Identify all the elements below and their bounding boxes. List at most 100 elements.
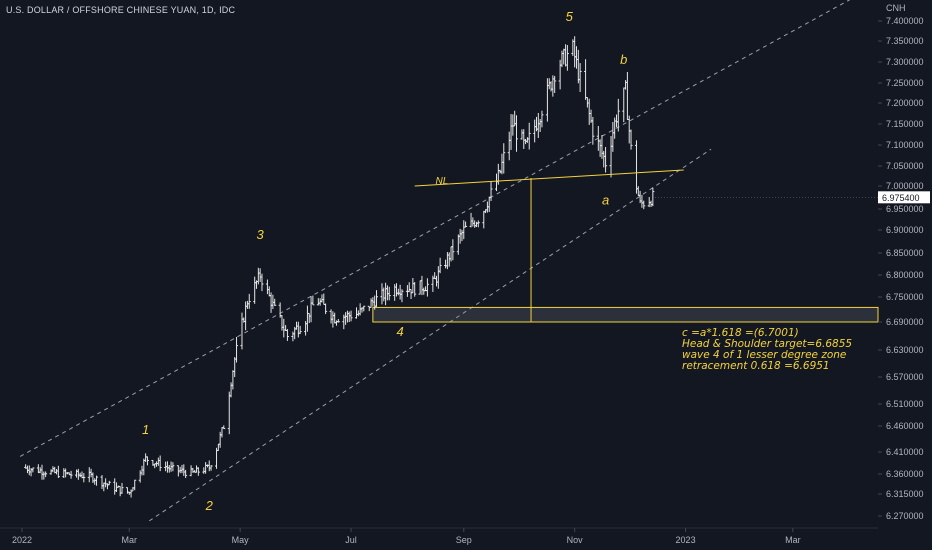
ohlc-bar-81 bbox=[229, 382, 233, 398]
ohlc-bar-148 bbox=[398, 284, 402, 300]
ohlc-bar-196 bbox=[522, 129, 526, 149]
target-notes: c =a*1.618 =(6.7001)Head & Shoulder targ… bbox=[682, 327, 852, 372]
ohlc-bar-71 bbox=[204, 462, 208, 474]
ohlc-bar-19 bbox=[69, 470, 73, 479]
time-axis[interactable]: 2022 Mar May Jul Sep Nov 2023 Mar bbox=[0, 527, 878, 545]
ohlc-bar-228 bbox=[602, 150, 606, 168]
ohlc-bar-191 bbox=[509, 114, 513, 150]
ohlc-bar-140 bbox=[380, 283, 384, 305]
ohlc-bar-121 bbox=[331, 311, 335, 328]
y-tick-label-17: 6.510000 bbox=[886, 399, 924, 409]
upper-channel-line bbox=[19, 0, 851, 457]
price-axis[interactable]: CNH 7.400000 7.350000 7.300000 7.250000 7.200… bbox=[655, 3, 930, 521]
ohlc-bar-31 bbox=[102, 482, 106, 492]
ohlc-bar-38 bbox=[118, 485, 122, 497]
y-tick-label-11: 6.850000 bbox=[886, 248, 924, 258]
ohlc-bar-44 bbox=[133, 479, 137, 491]
ohlc-bar-222 bbox=[587, 98, 591, 125]
y-tick-label-14: 6.690000 bbox=[886, 317, 924, 327]
ohlc-bar-45 bbox=[138, 470, 142, 483]
ohlc-bar-64 bbox=[184, 469, 188, 479]
y-tick-label-7: 7.050000 bbox=[886, 161, 924, 171]
ohlc-bar-146 bbox=[395, 283, 399, 297]
ohlc-bar-115 bbox=[316, 298, 320, 306]
ohlc-bar-28 bbox=[93, 478, 97, 485]
ohlc-bar-118 bbox=[322, 293, 326, 305]
y-tick-label-20: 6.360000 bbox=[886, 469, 924, 479]
ohlc-bar-128 bbox=[347, 311, 351, 323]
ohlc-bar-217 bbox=[574, 46, 578, 69]
ohlc-bar-239 bbox=[629, 129, 633, 150]
ohlc-bar-185 bbox=[494, 173, 498, 192]
ohlc-bar-179 bbox=[476, 220, 480, 228]
ohlc-bar-236 bbox=[624, 80, 628, 90]
ohlc-bar-147 bbox=[396, 288, 400, 296]
ohlc-bar-124 bbox=[336, 318, 340, 323]
y-tick-label-2: 7.300000 bbox=[886, 57, 924, 67]
ohlc-bar-127 bbox=[345, 310, 349, 323]
y-tick-label-16: 6.570000 bbox=[886, 372, 924, 382]
ohlc-bar-130 bbox=[355, 307, 359, 319]
y-tick-label-12: 6.800000 bbox=[886, 270, 924, 280]
ohlc-bar-101 bbox=[280, 315, 284, 331]
ohlc-bar-151 bbox=[407, 282, 411, 293]
ohlc-bar-144 bbox=[387, 286, 391, 301]
ohlc-bar-205 bbox=[545, 78, 549, 122]
ohlc-bar-20 bbox=[75, 469, 79, 478]
ohlc-bar-162 bbox=[435, 275, 439, 287]
y-tick-label-15: 6.630000 bbox=[886, 345, 924, 355]
ohlc-bar-224 bbox=[591, 116, 595, 145]
ohlc-bar-234 bbox=[616, 98, 620, 132]
ohlc-bar-168 bbox=[449, 246, 453, 262]
ohlc-bar-210 bbox=[558, 59, 562, 90]
ohlc-bar-117 bbox=[320, 294, 324, 303]
trend-channels bbox=[19, 0, 851, 522]
wave-label-4: 4 bbox=[397, 324, 404, 339]
ohlc-bar-9 bbox=[44, 471, 48, 478]
ohlc-bar-48 bbox=[144, 453, 148, 462]
ohlc-bar-190 bbox=[507, 131, 511, 161]
ohlc-bar-230 bbox=[609, 135, 613, 178]
ohlc-bar-164 bbox=[438, 257, 442, 274]
x-tick-label-7: Mar bbox=[785, 535, 801, 545]
lower-channel-line bbox=[148, 148, 712, 522]
ohlc-bar-174 bbox=[464, 221, 468, 228]
x-tick-label-6: 2023 bbox=[676, 535, 696, 545]
ohlc-bar-173 bbox=[462, 220, 466, 240]
ohlc-bar-78 bbox=[220, 427, 224, 438]
ohlc-bar-183 bbox=[487, 196, 491, 213]
ohlc-bar-99 bbox=[273, 298, 277, 306]
ohlc-bar-243 bbox=[640, 194, 644, 208]
ohlc-bar-177 bbox=[473, 220, 477, 228]
y-tick-label-22: 6.270000 bbox=[886, 511, 924, 521]
ohlc-bar-56 bbox=[165, 461, 169, 473]
ohlc-bar-194 bbox=[514, 115, 518, 152]
ohlc-bar-73 bbox=[207, 460, 211, 472]
ohlc-bar-74 bbox=[209, 465, 213, 471]
x-tick-label-3: Jul bbox=[345, 535, 357, 545]
ohlc-bar-80 bbox=[227, 391, 231, 435]
ohlc-bar-129 bbox=[349, 310, 353, 322]
last-price-text: 6.975400 bbox=[882, 193, 920, 203]
y-tick-label-0: 7.400000 bbox=[886, 16, 924, 26]
ohlc-bar-15 bbox=[62, 468, 66, 478]
ohlc-bar-167 bbox=[447, 252, 451, 267]
ohlc-bar-172 bbox=[460, 229, 464, 242]
ohlc-bar-227 bbox=[600, 135, 604, 159]
ohlc-bar-207 bbox=[549, 81, 553, 92]
ohlc-bar-218 bbox=[576, 49, 580, 84]
ohlc-bar-143 bbox=[385, 285, 389, 301]
ohlc-bar-96 bbox=[267, 286, 271, 297]
ohlc-bar-46 bbox=[140, 465, 144, 476]
ohlc-bar-142 bbox=[384, 282, 388, 306]
ohlc-bar-108 bbox=[296, 321, 300, 338]
ohlc-bar-104 bbox=[285, 329, 289, 341]
ohlc-bar-126 bbox=[344, 312, 348, 325]
ohlc-bar-111 bbox=[305, 305, 309, 332]
ohlc-bar-52 bbox=[155, 461, 159, 467]
ohlc-bar-69 bbox=[196, 467, 200, 476]
ohlc-bar-231 bbox=[611, 121, 615, 152]
ohlc-bar-237 bbox=[625, 71, 629, 121]
ohlc-bar-235 bbox=[622, 87, 626, 123]
